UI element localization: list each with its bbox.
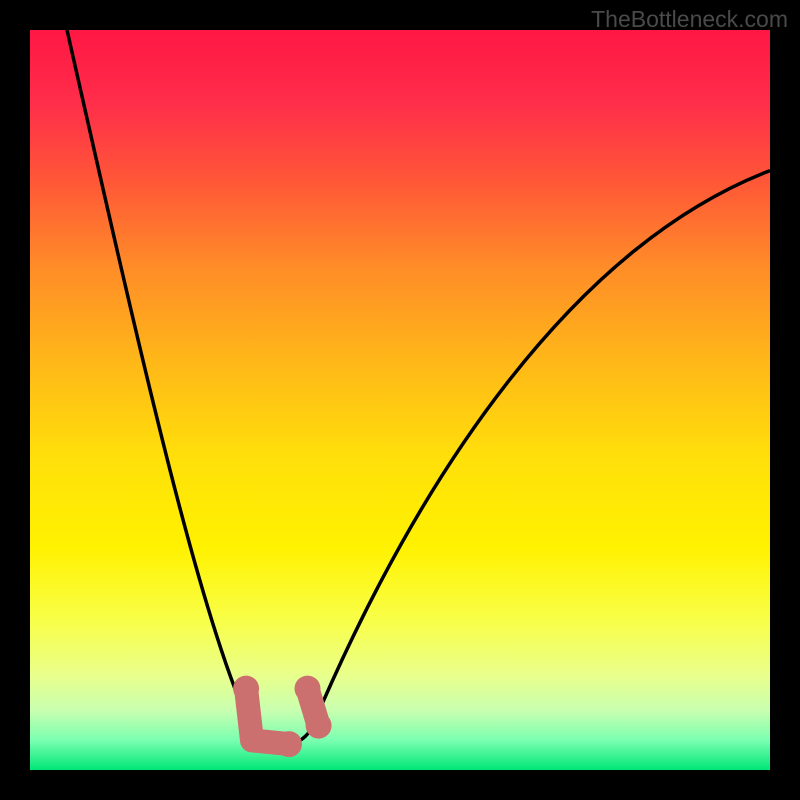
highlight-markers <box>30 30 770 770</box>
plot-area <box>30 30 770 770</box>
watermark-text: TheBottleneck.com <box>591 6 788 33</box>
